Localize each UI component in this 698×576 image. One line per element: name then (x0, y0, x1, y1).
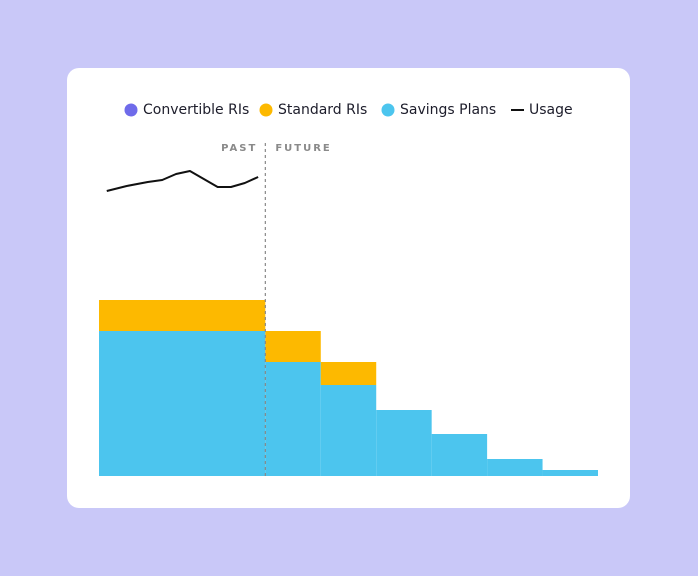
step-segment (265, 362, 321, 476)
future-label: FUTURE (275, 143, 331, 154)
step-segment (376, 410, 432, 476)
step-segment (320, 362, 377, 385)
step-segment (542, 470, 598, 476)
legend-swatch (259, 103, 273, 117)
legend-label: Convertible RIs (143, 102, 249, 118)
step-segment (99, 300, 266, 331)
legend-label: Standard RIs (278, 102, 367, 118)
step-segment (265, 331, 321, 362)
step-segment (320, 385, 377, 476)
step-segment (487, 459, 543, 476)
step-segment (99, 331, 266, 476)
usage-line (106, 170, 259, 192)
legend-label: Usage (529, 102, 573, 118)
legend-swatch (381, 103, 395, 117)
step-segment (431, 434, 488, 476)
legend-label: Savings Plans (400, 102, 496, 118)
legend-swatch (124, 103, 138, 117)
past-label: PAST (221, 143, 257, 154)
